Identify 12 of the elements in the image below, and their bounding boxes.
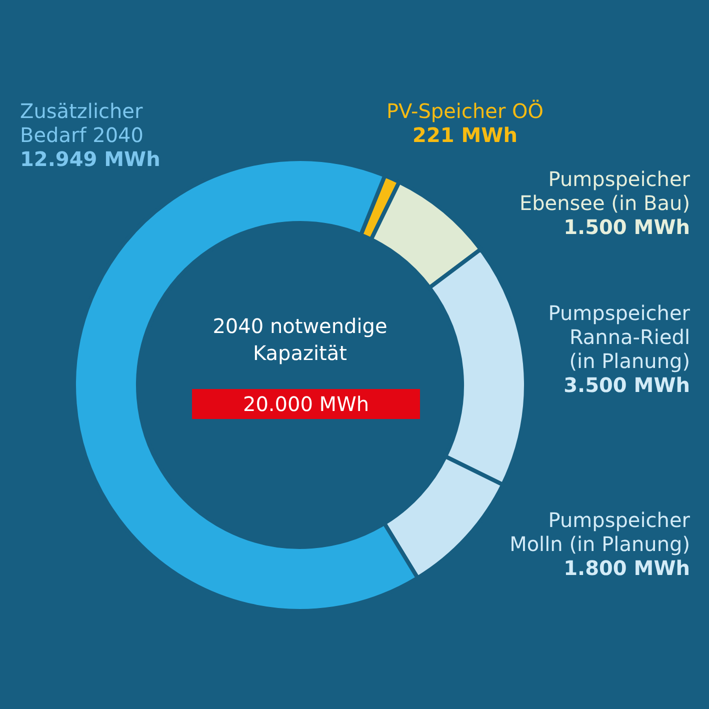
slice-label: Zusätzlicher Bedarf 2040: [20, 99, 144, 147]
slice-label: Pumpspeicher Ranna-Riedl (in Planung): [548, 301, 691, 373]
data-label: 1.800 MWh: [564, 556, 690, 580]
data-label: 221 MWh: [412, 123, 518, 147]
slice-label: Pumpspeicher Molln (in Planung): [510, 508, 691, 556]
text: 20.000 MWh: [242, 392, 370, 416]
text: 2040 notwendige Kapazität: [212, 314, 388, 365]
slice-label: Pumpspeicher Ebensee (in Bau): [519, 167, 691, 215]
data-label: 3.500 MWh: [564, 373, 690, 397]
data-label: 1.500 MWh: [564, 215, 690, 239]
data-label: 12.949 MWh: [20, 147, 160, 171]
slice-label: PV-Speicher OÖ: [386, 99, 544, 123]
